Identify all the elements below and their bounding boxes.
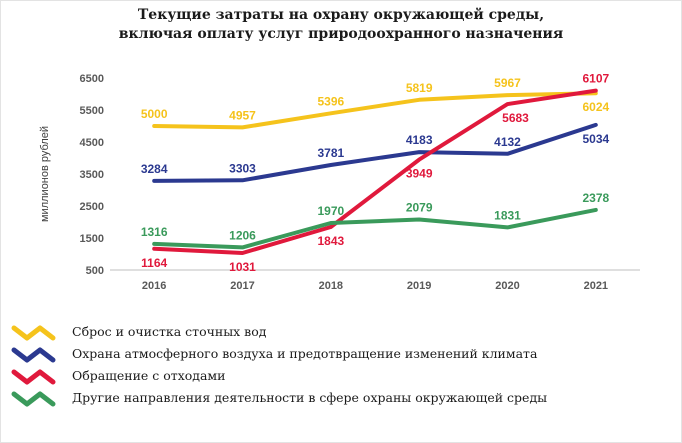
x-tick-label: 2021 — [584, 280, 608, 292]
series-line — [152, 207, 598, 250]
data-label: 1843 — [317, 234, 344, 248]
data-label: 3284 — [141, 162, 168, 176]
chart-subtitle: включая оплату услуг природоохранного на… — [118, 26, 564, 42]
data-label: 3303 — [229, 161, 256, 175]
data-label: 1206 — [229, 228, 256, 242]
data-label: 2378 — [582, 191, 609, 205]
data-label: 5396 — [317, 94, 344, 108]
series-line — [152, 88, 598, 255]
chart-title-block: Текущие затраты на охрану окружающей сре… — [0, 6, 682, 44]
data-label: 2079 — [406, 200, 433, 214]
data-label: 1316 — [141, 225, 168, 239]
data-label: 5000 — [141, 107, 168, 121]
legend-label: Охрана атмосферного воздуха и предотвращ… — [72, 346, 538, 361]
y-axis-label: миллионов рублей — [39, 126, 51, 222]
data-label: 1831 — [494, 208, 521, 222]
legend-swatch-icon — [11, 347, 56, 363]
y-tick-label: 6500 — [80, 73, 104, 85]
data-label: 1031 — [229, 260, 256, 274]
legend-swatch-icon — [11, 325, 56, 341]
data-label: 3781 — [317, 146, 344, 160]
x-tick-label: 2016 — [142, 280, 166, 292]
legend-item: Сброс и очистка сточных вод — [10, 322, 610, 344]
x-tick-label: 2020 — [495, 280, 519, 292]
data-label: 5967 — [494, 76, 521, 90]
y-tick-label: 3500 — [80, 169, 104, 181]
data-label: 5819 — [406, 81, 433, 95]
data-label: 6107 — [582, 72, 609, 86]
data-label: 4183 — [406, 133, 433, 147]
legend-label: Обращение с отходами — [72, 368, 226, 383]
legend-swatch-icon — [11, 369, 56, 385]
chart-title: Текущие затраты на охрану окружающей сре… — [137, 7, 545, 23]
legend-item: Охрана атмосферного воздуха и предотвращ… — [10, 344, 610, 366]
series-line — [152, 91, 598, 130]
data-label: 4957 — [229, 108, 256, 122]
y-tick-label: 500 — [86, 265, 104, 277]
data-label: 5034 — [582, 132, 609, 146]
x-tick-label: 2017 — [230, 280, 254, 292]
legend-swatch-icon — [11, 391, 56, 407]
x-tick-label: 2019 — [407, 280, 431, 292]
y-tick-label: 4500 — [80, 137, 104, 149]
y-tick-label: 2500 — [80, 201, 104, 213]
y-tick-label: 1500 — [80, 233, 104, 245]
x-tick-label: 2018 — [319, 280, 343, 292]
series-line — [152, 122, 598, 183]
data-label: 6024 — [582, 100, 609, 114]
data-label: 3949 — [406, 167, 433, 181]
data-label: 1970 — [317, 204, 344, 218]
y-tick-label: 5500 — [80, 105, 104, 117]
data-label: 4132 — [494, 135, 521, 149]
legend-item: Обращение с отходами — [10, 366, 610, 388]
legend-label: Сброс и очистка сточных вод — [72, 324, 267, 339]
legend-item: Другие направления деятельности в сфере … — [10, 388, 610, 410]
line-chart: 500 1500 2500 3500 4500 5500 6500 2016 2017 2018 2… — [39, 72, 640, 292]
chart-legend: Сброс и очистка сточных вод Охрана атмос… — [10, 322, 610, 410]
data-label: 5683 — [502, 111, 529, 125]
data-label: 1164 — [141, 256, 167, 270]
legend-label: Другие направления деятельности в сфере … — [72, 390, 548, 405]
